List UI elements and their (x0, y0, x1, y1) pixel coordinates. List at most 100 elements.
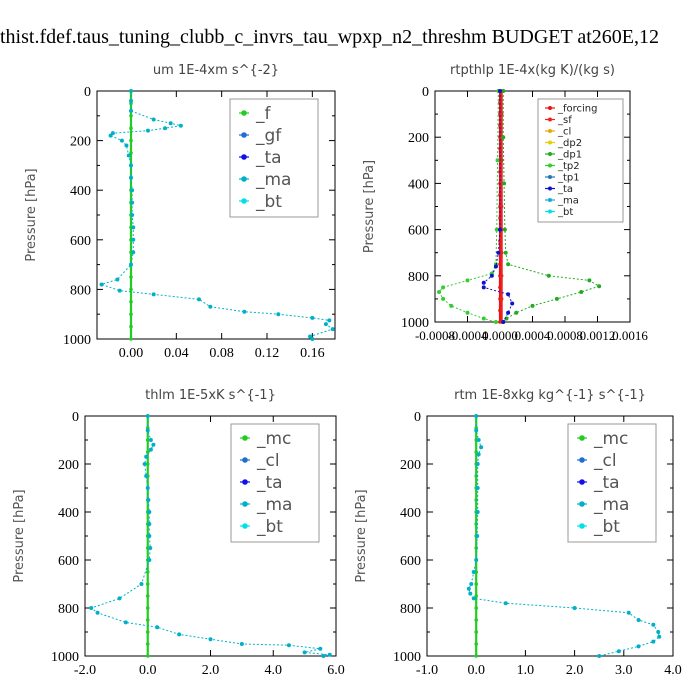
y-tick-label: 800 (70, 283, 91, 298)
legend-marker-dot (548, 186, 552, 191)
data-point (499, 297, 504, 301)
y-tick-label: 400 (400, 506, 421, 521)
data-point (471, 596, 476, 601)
y-tick-label: 800 (58, 602, 79, 617)
x-tick-label: -0.0008 (415, 328, 455, 343)
legend-marker-dot (548, 117, 552, 122)
legend-marker-dot (579, 435, 585, 441)
data-point (129, 126, 133, 130)
data-point (474, 582, 479, 586)
data-point (474, 414, 479, 418)
data-point (239, 642, 244, 646)
legend-marker-dot (548, 129, 552, 133)
data-point (449, 303, 454, 308)
data-point (474, 474, 479, 478)
x-tick-label: 0.0012 (580, 328, 616, 343)
data-point (129, 98, 133, 103)
legend: _forcing_sf_cl_dp2_dp1_tp2_tp1_ta_ma_bt (537, 98, 624, 223)
y-tick-label: 200 (400, 458, 421, 473)
legend-box (537, 98, 624, 223)
data-point (474, 594, 479, 598)
data-point (95, 610, 100, 615)
data-point (129, 275, 133, 279)
legend-label: _mc (593, 429, 628, 449)
legend-label: _dp1 (557, 150, 582, 161)
x-tick-label: 0.16 (300, 346, 325, 361)
data-point (597, 284, 602, 289)
data-point (276, 312, 281, 317)
legend-label: _mc (256, 429, 291, 449)
data-point (147, 522, 152, 526)
data-point (145, 414, 150, 418)
data-point (145, 654, 150, 658)
data-point (151, 292, 156, 297)
y-tick-label: 0 (414, 410, 421, 425)
legend-label: _ta (593, 473, 620, 493)
data-point (310, 315, 315, 320)
data-point (117, 288, 122, 293)
data-point (626, 610, 631, 615)
legend-label: _cl (593, 451, 617, 471)
data-point (474, 498, 479, 502)
data-point (502, 227, 507, 232)
data-point (546, 273, 551, 278)
legend-marker-dot (548, 198, 552, 202)
data-point (145, 462, 150, 466)
data-point (616, 649, 621, 654)
data-point (145, 438, 150, 442)
data-point (465, 278, 470, 283)
legend-marker-dot (241, 154, 247, 160)
legend-marker-dot (241, 176, 247, 182)
data-point (481, 316, 486, 321)
data-point (554, 296, 559, 301)
x-tick-label: -1.0 (416, 663, 438, 678)
data-point (310, 337, 315, 341)
x-tick-label: 1.0 (517, 663, 535, 678)
legend-marker-dot (242, 501, 248, 507)
data-point (499, 250, 504, 255)
data-point (493, 264, 498, 269)
legend-marker-dot (579, 479, 585, 485)
legend-marker-dot (242, 435, 248, 441)
data-point (146, 128, 150, 133)
series-line-ma (99, 91, 334, 340)
y-tick-label: 200 (70, 135, 91, 150)
data-point (441, 296, 446, 301)
data-point (147, 534, 152, 538)
data-point (318, 646, 323, 651)
legend-marker-dot (548, 163, 552, 168)
legend-marker-dot (579, 457, 585, 463)
data-point (651, 639, 656, 644)
data-point (129, 312, 133, 317)
data-point (501, 320, 506, 324)
legend-marker-dot (241, 198, 247, 204)
x-tick-label: 0.08 (209, 346, 234, 361)
data-point (126, 153, 131, 158)
data-point (587, 278, 592, 283)
data-point (651, 622, 656, 627)
data-point (89, 606, 94, 610)
data-point (151, 117, 156, 122)
y-tick-label: 200 (408, 131, 429, 146)
data-point (469, 582, 474, 586)
chart-panel-2: rtpthlp 1E-4x(kg K)/(kg s) Pressure [hPa]… (362, 63, 648, 343)
data-point (163, 126, 167, 131)
legend: _f_gf_ta_ma_bt (229, 98, 319, 218)
y-tick-label: 1000 (401, 316, 429, 331)
y-axis-label: Pressure [hPa] (362, 160, 377, 253)
data-point (475, 462, 480, 466)
data-point (327, 318, 332, 323)
data-point (129, 262, 133, 267)
data-point (474, 642, 479, 646)
data-point (123, 620, 128, 625)
data-point (475, 486, 480, 490)
legend-label: _bt (557, 207, 573, 218)
data-point (145, 582, 150, 586)
data-point (506, 310, 511, 315)
x-tick-label: 4.0 (265, 663, 283, 678)
data-point (302, 650, 307, 655)
legend-marker-dot (548, 175, 552, 179)
data-point (572, 606, 577, 610)
legend-label: _ma (557, 196, 579, 207)
data-point (131, 225, 136, 230)
